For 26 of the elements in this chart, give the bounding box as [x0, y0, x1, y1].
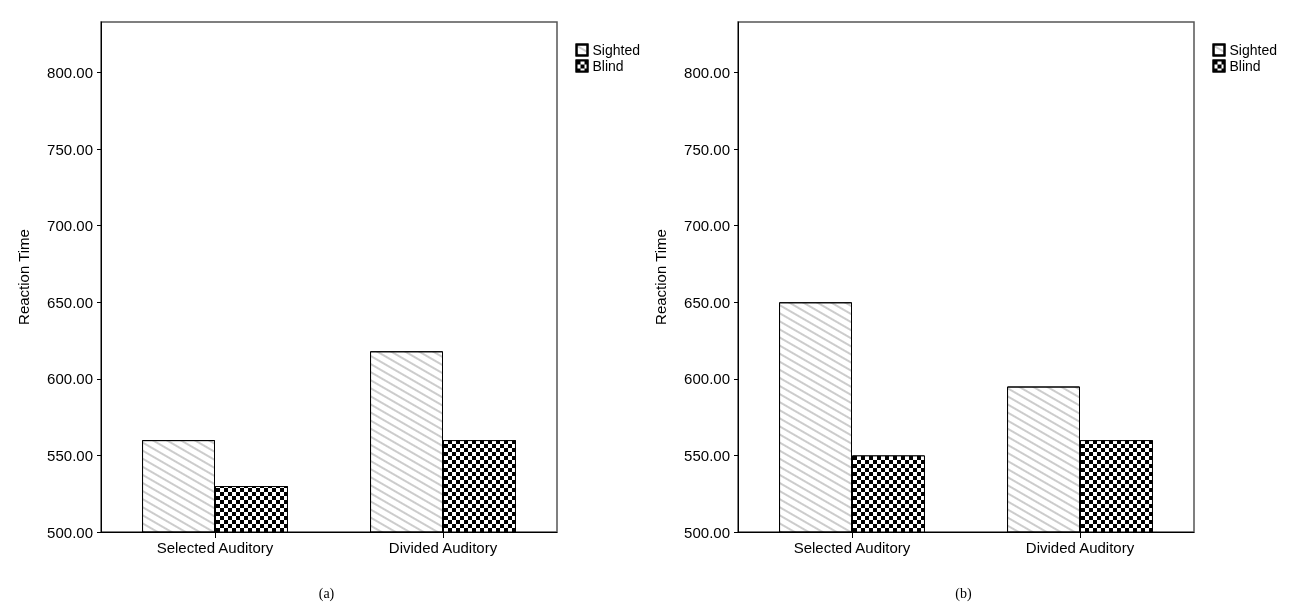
x-tick-label: Selected Auditory — [793, 539, 911, 556]
y-tick-label: 500.00 — [47, 523, 93, 541]
x-tick-label: Divided Auditory — [1025, 539, 1135, 556]
y-tick-label: 550.00 — [47, 446, 93, 464]
y-tick-label: 750.00 — [684, 140, 730, 158]
y-axis-title: Reaction Time — [652, 229, 669, 325]
y-tick-label: 650.00 — [47, 293, 93, 311]
legend-label: Blind — [592, 58, 624, 74]
y-tick-label: 700.00 — [684, 217, 730, 235]
text: (a) — [318, 585, 335, 602]
y-tick-label: 600.00 — [47, 370, 93, 388]
text: (b) — [955, 585, 972, 602]
y-tick-label: 600.00 — [684, 370, 730, 388]
y-tick-label: 800.00 — [684, 64, 730, 82]
y-tick-label: 700.00 — [47, 217, 93, 235]
legend-label: Blind — [1229, 58, 1261, 74]
x-tick-label: Selected Auditory — [156, 539, 274, 556]
x-tick-label: Divided Auditory — [388, 539, 498, 556]
y-tick-label: 500.00 — [684, 523, 730, 541]
y-tick-label: 650.00 — [684, 293, 730, 311]
y-tick-label: 550.00 — [684, 446, 730, 464]
legend-label: Sighted — [592, 42, 640, 58]
y-tick-label: 750.00 — [47, 140, 93, 158]
legend-label: Sighted — [1229, 42, 1277, 58]
y-axis-title: Reaction Time — [15, 229, 32, 325]
y-tick-label: 800.00 — [47, 64, 93, 82]
